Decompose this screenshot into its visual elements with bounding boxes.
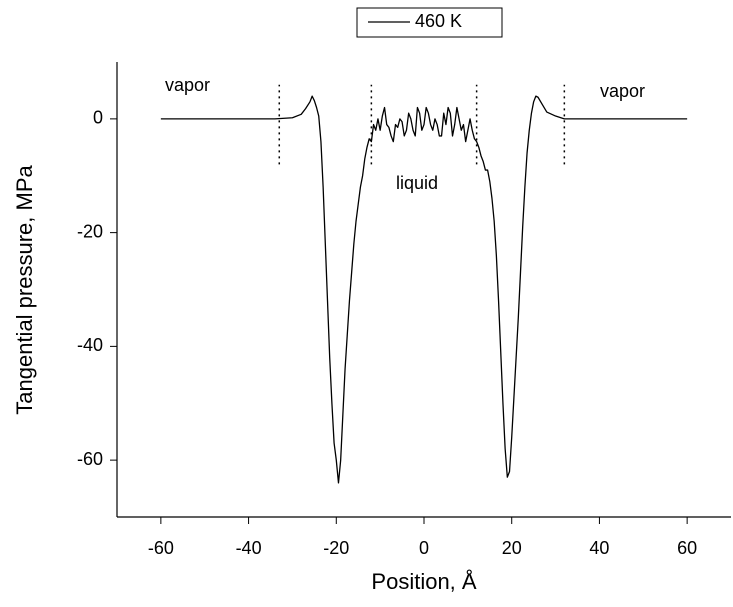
y-tick-label: 0 xyxy=(93,108,103,128)
legend-label: 460 K xyxy=(415,11,462,31)
annotation: vapor xyxy=(600,81,645,101)
x-tick-label: 60 xyxy=(677,538,697,558)
data-line xyxy=(160,95,688,484)
y-tick-label: -40 xyxy=(77,335,103,355)
x-tick-label: -40 xyxy=(236,538,262,558)
x-tick-label: -20 xyxy=(323,538,349,558)
y-axis-title: Tangential pressure, MPa xyxy=(12,165,37,415)
x-tick-label: 40 xyxy=(589,538,609,558)
x-tick-label: -60 xyxy=(148,538,174,558)
annotation: vapor xyxy=(165,75,210,95)
x-tick-label: 20 xyxy=(502,538,522,558)
y-tick-label: -60 xyxy=(77,449,103,469)
y-tick-label: -20 xyxy=(77,221,103,241)
x-axis-title: Position, Å xyxy=(371,569,476,594)
annotation: liquid xyxy=(396,173,438,193)
x-tick-label: 0 xyxy=(419,538,429,558)
